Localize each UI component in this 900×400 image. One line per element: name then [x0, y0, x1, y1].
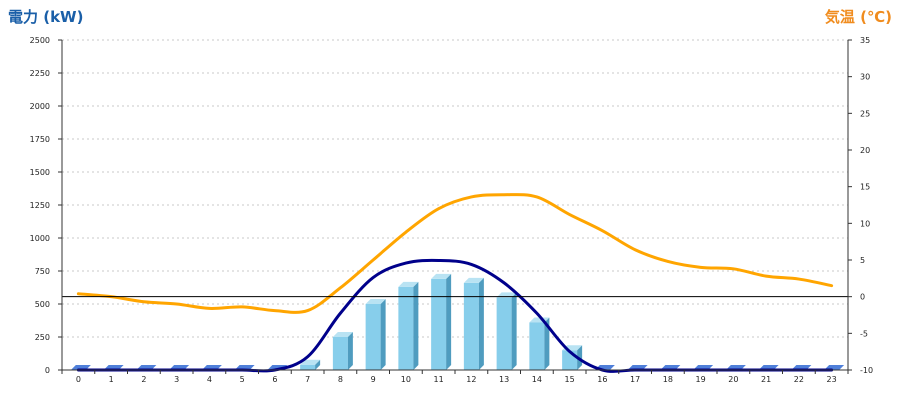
right-tick-label: 30: [860, 73, 870, 82]
left-tick-label: 1750: [30, 135, 50, 144]
bar-front: [365, 304, 381, 370]
right-tick-label: 15: [860, 183, 870, 192]
left-tick-label: 750: [35, 267, 50, 276]
bar: [463, 277, 484, 370]
x-tick-label: 20: [728, 375, 738, 384]
x-tick-label: 8: [338, 375, 343, 384]
x-tick-label: 6: [272, 375, 277, 384]
grid: [62, 39, 848, 338]
left-tick-label: 1000: [30, 234, 50, 243]
right-tick-label: 25: [860, 109, 870, 118]
left-tick-label: 2000: [30, 102, 50, 111]
x-tick-label: 18: [663, 375, 673, 384]
bar-front: [332, 337, 348, 370]
bar-side: [544, 317, 550, 370]
bar-top: [431, 273, 452, 279]
bar: [496, 292, 517, 370]
left-tick-label: 0: [45, 366, 50, 375]
x-tick-label: 3: [174, 375, 179, 384]
line-series: [76, 193, 834, 373]
axes: 02505007501000125015001750200022502500-1…: [30, 36, 873, 384]
x-tick-label: 21: [761, 375, 771, 384]
right-tick-label: 35: [860, 36, 870, 45]
bar-top: [300, 359, 321, 365]
bar-side: [511, 292, 517, 370]
left-tick-label: 2500: [30, 36, 50, 45]
x-tick-label: 2: [141, 375, 146, 384]
right-tick-label: 5: [860, 256, 865, 265]
left-tick-label: 1250: [30, 201, 50, 210]
bar-front: [463, 282, 479, 370]
x-tick-label: 19: [696, 375, 706, 384]
power-line: [76, 258, 834, 373]
x-tick-label: 5: [240, 375, 245, 384]
bar-side: [446, 273, 452, 370]
bar: [529, 317, 550, 370]
bar-side: [478, 277, 484, 370]
bar-front: [529, 322, 545, 370]
bar-side: [347, 332, 353, 370]
bar: [300, 359, 321, 370]
left-tick-label: 1500: [30, 168, 50, 177]
x-tick-label: 0: [76, 375, 81, 384]
bar-top: [496, 292, 517, 298]
bar-front: [431, 278, 447, 370]
x-tick-label: 17: [630, 375, 640, 384]
right-tick-label: -5: [860, 329, 868, 338]
bar: [431, 273, 452, 370]
bar: [365, 299, 386, 370]
bar-front: [496, 297, 512, 370]
left-axis-title: 電力 (kW): [8, 8, 84, 26]
x-tick-label: 22: [794, 375, 804, 384]
x-tick-label: 15: [565, 375, 575, 384]
right-tick-label: 20: [860, 146, 870, 155]
right-tick-label: -10: [860, 366, 873, 375]
left-tick-label: 2250: [30, 69, 50, 78]
x-tick-label: 14: [532, 375, 542, 384]
x-tick-label: 13: [499, 375, 509, 384]
bar-series: [70, 273, 845, 370]
x-tick-label: 9: [371, 375, 376, 384]
bar: [398, 281, 419, 370]
x-tick-label: 4: [207, 375, 212, 384]
x-tick-label: 12: [466, 375, 476, 384]
bar-top: [365, 299, 386, 304]
bar-front: [398, 286, 414, 370]
right-tick-label: 0: [860, 293, 865, 302]
x-tick-label: 10: [401, 375, 411, 384]
x-tick-label: 16: [597, 375, 607, 384]
x-tick-label: 7: [305, 375, 310, 384]
bar-side: [413, 281, 419, 370]
right-tick-label: 10: [860, 219, 870, 228]
right-axis-title: 気温 (℃): [824, 8, 892, 26]
bar-front: [300, 364, 316, 370]
left-tick-label: 250: [35, 333, 50, 342]
bar-side: [315, 359, 321, 370]
left-tick-label: 500: [35, 300, 50, 309]
bar: [332, 332, 353, 370]
bar-top: [463, 277, 484, 283]
temperature-line: [76, 193, 834, 314]
x-tick-label: 1: [109, 375, 114, 384]
x-tick-label: 23: [827, 375, 837, 384]
x-tick-label: 11: [434, 375, 444, 384]
bar-top: [332, 332, 353, 337]
bar-side: [380, 299, 386, 370]
bar-top: [398, 281, 419, 287]
